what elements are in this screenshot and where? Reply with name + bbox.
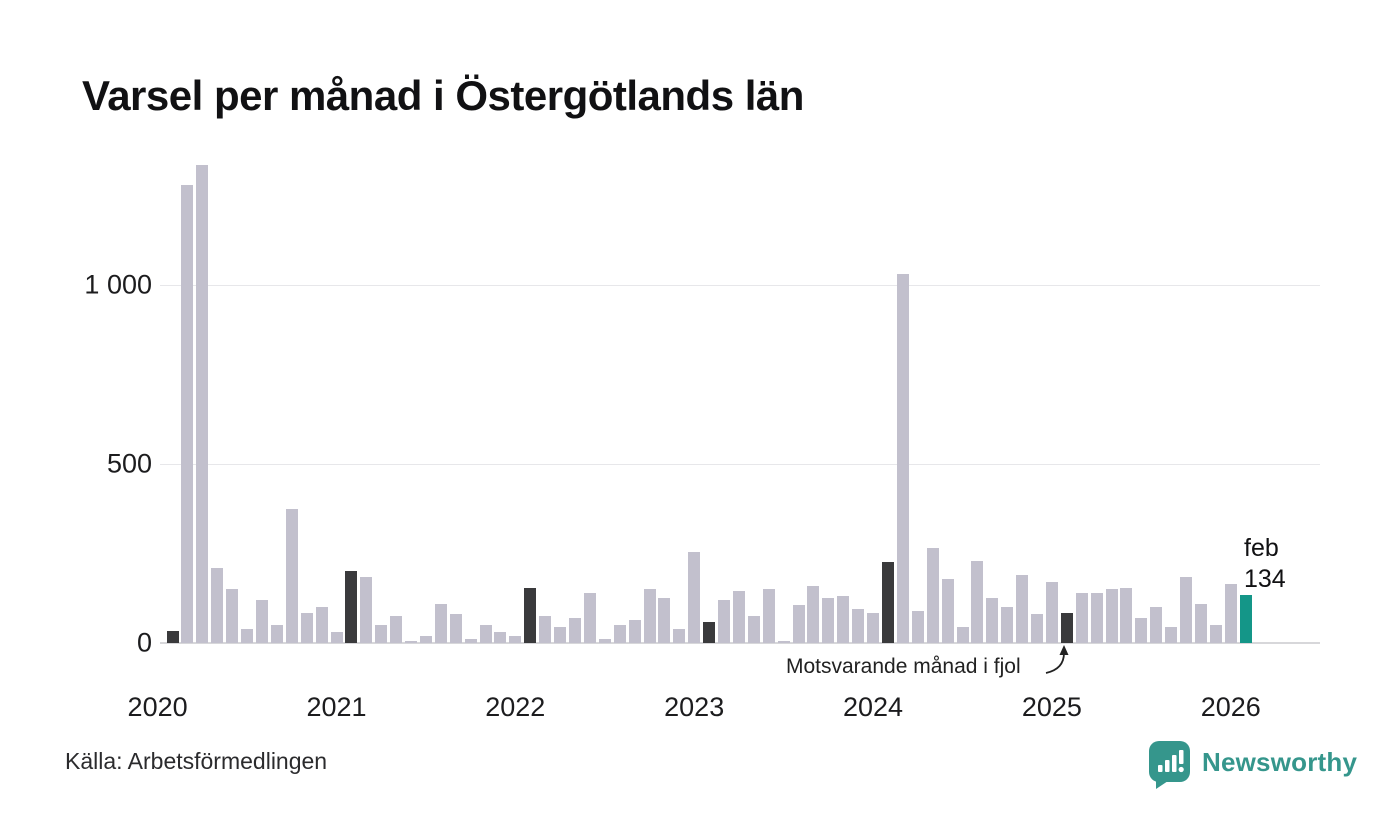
bar-2021-10 <box>464 639 477 643</box>
source-caption: Källa: Arbetsförmedlingen <box>65 748 328 774</box>
bar-2026-01 <box>1224 583 1237 643</box>
bar-2021-09 <box>449 614 462 643</box>
x-tick-2025: 2025 <box>1021 692 1082 722</box>
bar-2022-08 <box>613 625 626 643</box>
bar-2021-04 <box>375 625 388 643</box>
annotation-label: Motsvarande månad i fjol <box>786 655 1021 678</box>
bar-2024-07 <box>956 626 969 643</box>
bar-2025-02 <box>1060 612 1073 643</box>
gridline-1000 <box>160 284 1320 286</box>
bar-2023-01 <box>688 551 701 643</box>
bar-2021-07 <box>419 635 432 643</box>
bar-2022-11 <box>658 598 671 643</box>
y-tick-500: 500 <box>106 448 152 479</box>
bar-2023-12 <box>852 609 865 643</box>
gridline-500 <box>160 463 1320 465</box>
current-month-value: 134 <box>1244 565 1286 593</box>
bar-2023-11 <box>837 596 850 643</box>
brand-name: Newsworthy <box>1202 747 1358 777</box>
x-tick-2023: 2023 <box>664 692 725 722</box>
y-tick-0: 0 <box>136 627 152 658</box>
bar-2025-03 <box>1075 592 1088 643</box>
bar-2024-04 <box>911 610 924 643</box>
bar-2022-04 <box>554 626 566 643</box>
bar-2024-06 <box>941 578 954 643</box>
bar-2021-05 <box>390 616 403 643</box>
bar-2020-03 <box>181 184 194 643</box>
bar-2020-09 <box>270 625 283 643</box>
bar-2021-11 <box>479 625 492 643</box>
x-tick-2022: 2022 <box>485 692 546 722</box>
bar-2023-08 <box>792 605 805 643</box>
x-tick-2026: 2026 <box>1200 692 1261 722</box>
bar-2021-03 <box>360 576 373 643</box>
bar-2025-10 <box>1180 576 1192 643</box>
bar-2023-07 <box>777 641 790 643</box>
bar-2023-05 <box>747 616 760 643</box>
chart-title: Varsel per månad i Östergötlands län <box>82 72 804 119</box>
bar-2020-05 <box>211 567 224 643</box>
x-axis-line <box>160 642 1320 644</box>
bar-2020-06 <box>226 589 239 643</box>
bar-2024-05 <box>926 548 939 643</box>
bar-2022-09 <box>628 619 641 643</box>
bar-2021-08 <box>434 603 447 643</box>
bar-2021-06 <box>405 641 417 643</box>
bar-2022-05 <box>568 617 581 643</box>
bar-2021-02 <box>345 571 358 643</box>
bar-2024-03 <box>896 274 909 643</box>
bar-2020-10 <box>285 508 298 643</box>
bar-2024-10 <box>1001 607 1014 643</box>
x-tick-2021: 2021 <box>306 692 367 722</box>
bar-2026-02 <box>1239 595 1252 643</box>
bar-2024-08 <box>971 560 984 643</box>
bar-2020-12 <box>315 607 328 643</box>
current-month-label: feb 134 <box>1244 533 1286 595</box>
bar-2020-02 <box>166 630 179 643</box>
bar-2022-03 <box>539 616 552 643</box>
bar-2025-01 <box>1045 582 1058 643</box>
bar-2022-10 <box>643 589 656 643</box>
bar-2023-09 <box>807 585 820 643</box>
bar-2023-03 <box>718 600 730 643</box>
x-tick-2020: 2020 <box>127 692 188 722</box>
bar-2025-12 <box>1209 625 1222 643</box>
bar-2025-05 <box>1105 589 1118 643</box>
bar-2024-02 <box>881 562 894 643</box>
bar-2025-07 <box>1135 617 1148 643</box>
bar-2022-06 <box>583 592 596 643</box>
bar-2023-02 <box>703 621 716 643</box>
bar-2025-06 <box>1120 587 1133 643</box>
bar-2024-09 <box>986 598 999 643</box>
bar-2020-04 <box>196 164 209 643</box>
bar-2023-06 <box>762 589 775 643</box>
bar-2025-11 <box>1194 603 1207 643</box>
bar-2022-02 <box>524 587 537 643</box>
bar-2025-08 <box>1150 607 1163 643</box>
bar-2020-07 <box>241 628 253 643</box>
bar-2025-09 <box>1165 626 1178 643</box>
bar-2020-08 <box>255 600 268 643</box>
bar-2021-01 <box>330 632 343 643</box>
bar-2023-10 <box>822 598 835 643</box>
bar-2022-01 <box>509 635 522 643</box>
brand-logo: Newsworthy <box>1146 740 1357 790</box>
x-tick-2024: 2024 <box>842 692 904 722</box>
current-month-name: feb <box>1244 534 1279 562</box>
y-tick-1000: 1 000 <box>84 269 152 300</box>
bar-2023-04 <box>732 591 745 643</box>
bar-2024-12 <box>1031 614 1043 643</box>
bar-2024-01 <box>867 612 879 643</box>
bar-2021-12 <box>494 632 507 643</box>
newsworthy-bubble-icon <box>1149 741 1190 789</box>
bar-2022-12 <box>673 628 686 643</box>
bar-2022-07 <box>598 639 611 643</box>
bar-2024-11 <box>1016 574 1029 643</box>
bar-2020-11 <box>300 612 313 643</box>
bar-2025-04 <box>1090 592 1103 643</box>
